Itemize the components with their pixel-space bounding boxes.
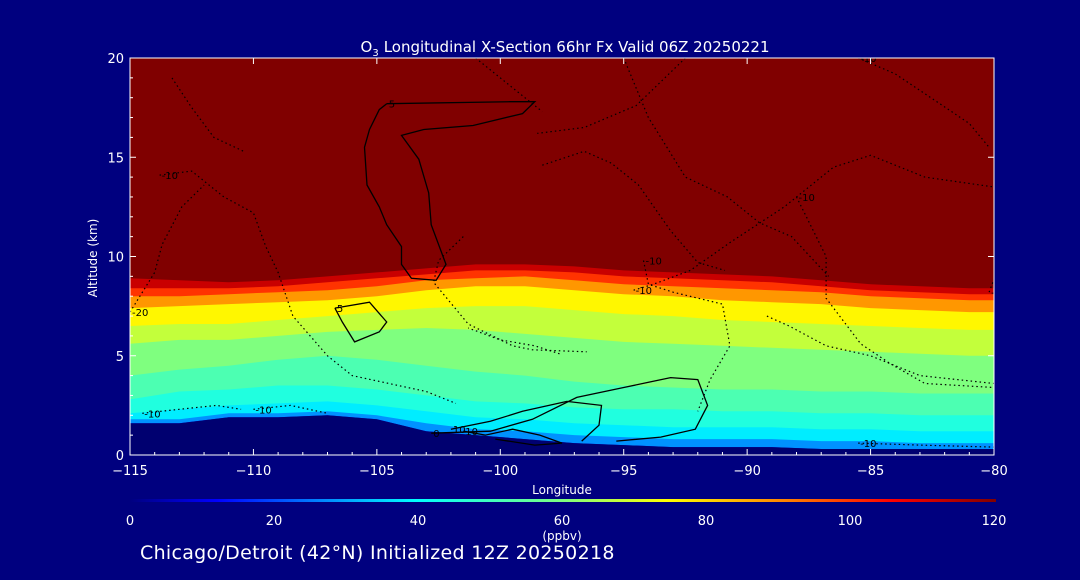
- y-tick-label: 5: [116, 350, 124, 365]
- contour-label: -10: [860, 439, 876, 450]
- x-tick-label: −85: [857, 464, 884, 479]
- contour-label: -10: [799, 193, 815, 204]
- dashed-contour-12: [475, 58, 543, 113]
- dashed-contours: -10 -20 -10 -10 -10 -10 -10 -10 -10 -10: [130, 54, 1007, 450]
- colorbar-tick-label: 120: [982, 514, 1007, 529]
- title-subscript: 3: [372, 48, 378, 59]
- contour-label: -10: [144, 409, 160, 420]
- title-text: Longitudinal X-Section 66hr Fx Valid 06Z…: [384, 38, 770, 56]
- contour-label: 10: [465, 427, 478, 438]
- colorbar-tick-label: 0: [126, 514, 134, 529]
- colorbar-tick-label: 20: [266, 514, 283, 529]
- dashed-contour-9: [988, 277, 994, 293]
- solid-contour-4: [450, 400, 603, 442]
- y-tick-label: 10: [107, 251, 124, 266]
- contour-label: -10: [636, 286, 652, 297]
- contour-label: -10: [255, 405, 271, 416]
- footer-caption: Chicago/Detroit (42°N) Initialized 12Z 2…: [140, 542, 615, 564]
- solid-contour-3: [431, 376, 709, 442]
- y-tick-label: 20: [107, 52, 124, 67]
- contour-label: -10: [991, 288, 1007, 299]
- contour-label: 5: [337, 304, 343, 315]
- contour-label: -10: [162, 171, 178, 182]
- dashed-contour-18: [171, 77, 244, 152]
- x-tick-label: −100: [482, 464, 518, 479]
- dashed-contour-7: [857, 58, 990, 148]
- contour-label: -10: [860, 54, 876, 65]
- colorbar-unit-label: (ppbv): [542, 529, 581, 543]
- contour-label: 5: [389, 100, 395, 111]
- contour-label: 10: [453, 425, 466, 436]
- solid-contours: 5 5 0 10 10: [334, 100, 709, 446]
- x-tick-label: −110: [236, 464, 272, 479]
- colorbar-ticks: 0 20 40 60 80 100 120: [126, 514, 1007, 529]
- contour-label: -10: [646, 257, 662, 268]
- chart-title: O3 Longitudinal X-Section 66hr Fx Valid 0…: [361, 38, 770, 59]
- contour-label: -20: [132, 308, 148, 319]
- colorbar-tick-label: 80: [698, 514, 715, 529]
- solid-contour-2: [334, 301, 388, 343]
- colorbar: [130, 499, 996, 502]
- dashed-contour-16: [432, 236, 587, 353]
- x-tick-label: −115: [112, 464, 148, 479]
- y-tick-label: 0: [116, 449, 124, 464]
- title-species: O: [361, 38, 373, 56]
- x-axis-label: Longitude: [532, 483, 592, 497]
- solid-contour-5: [463, 428, 563, 446]
- x-tick-label: −95: [610, 464, 637, 479]
- dashed-contour-13: [623, 58, 830, 277]
- y-axis-label: Altitude (km): [86, 219, 100, 298]
- dashed-contour-3: [253, 404, 328, 414]
- dashed-contour-10: [542, 150, 726, 271]
- x-tick-label: −80: [980, 464, 1007, 479]
- colorbar-tick-label: 40: [410, 514, 427, 529]
- dashed-contour-4: [142, 404, 242, 414]
- x-tick-label: −90: [733, 464, 760, 479]
- y-axis-ticks: 0 5 10 15 20: [107, 52, 994, 464]
- colorbar-tick-label: 60: [554, 514, 571, 529]
- solid-contour-1: [363, 101, 537, 281]
- x-axis-ticks: −115 −110 −105 −100 −95 −90 −85 −80: [112, 58, 1008, 479]
- colorbar-tick-label: 100: [838, 514, 863, 529]
- terrain-surface: [130, 415, 994, 455]
- dashed-contour-1: [159, 170, 457, 404]
- plot-area: 5 5 0 10 10 -10 -20 -10 -10 -10 -10 -10 -10 -10 -10: [130, 54, 1007, 455]
- x-tick-label: −105: [359, 464, 395, 479]
- contour-label: 0: [433, 429, 439, 440]
- y-tick-label: 15: [107, 151, 124, 166]
